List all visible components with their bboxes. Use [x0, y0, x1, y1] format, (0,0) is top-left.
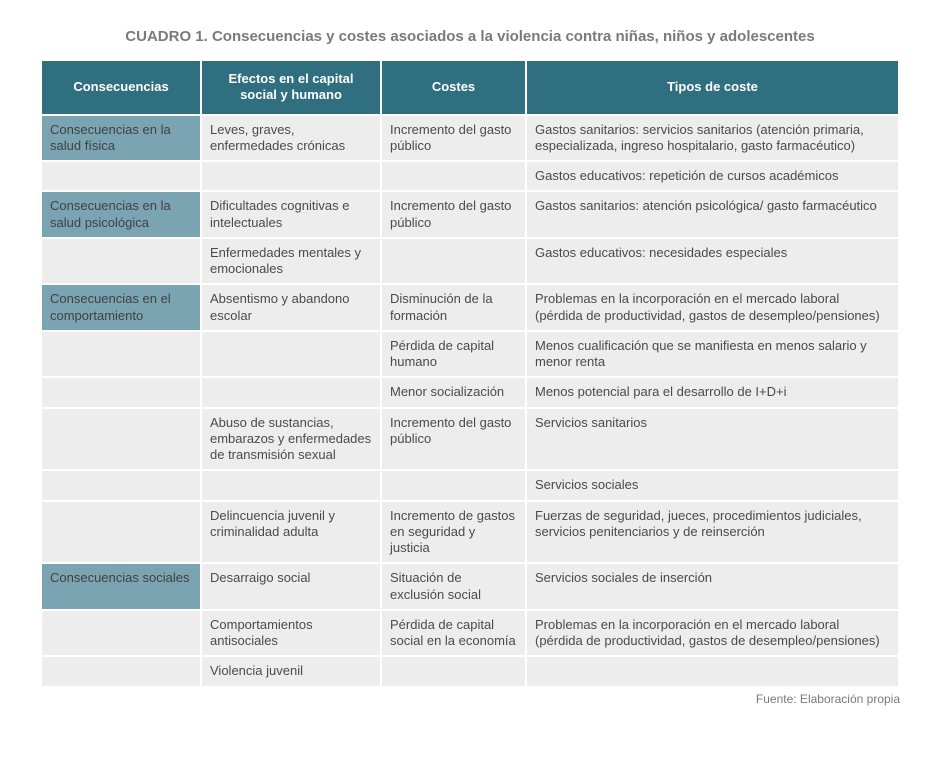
table-cell: Incremento del gasto público	[381, 115, 526, 162]
table-row: Enfermedades mentales y emocionales Gasto…	[41, 238, 899, 285]
table-cell: Violencia juvenil	[201, 656, 381, 686]
table-row: Abuso de sustancias, embarazos y enferme…	[41, 408, 899, 471]
table-cell: Situación de exclusión social	[381, 563, 526, 610]
table-row: Consecuencias en la salud psicológicaDif…	[41, 191, 899, 238]
row-category-cell	[41, 408, 201, 471]
table-row: Gastos educativos: repetición de cursos …	[41, 161, 899, 191]
row-category-cell	[41, 610, 201, 657]
table-document: CUADRO 1. Consecuencias y costes asociad…	[40, 28, 900, 706]
table-row: Consecuencias en el comportamientoAbsent…	[41, 284, 899, 331]
table-cell: Gastos sanitarios: atención psicológica/…	[526, 191, 899, 238]
table-cell: Menos cualificación que se manifiesta en…	[526, 331, 899, 378]
table-cell: Pérdida de capital humano	[381, 331, 526, 378]
table-row: Delincuencia juvenil y criminalidad adul…	[41, 501, 899, 564]
row-category-cell: Consecuencias en la salud psicológica	[41, 191, 201, 238]
row-category-cell	[41, 656, 201, 686]
table-cell: Menor socialización	[381, 377, 526, 407]
row-category-cell	[41, 470, 201, 500]
table-cell: Dificultades cognitivas e intelectuales	[201, 191, 381, 238]
table-cell: Servicios sociales	[526, 470, 899, 500]
table-row: Consecuencias en la salud físicaLeves, g…	[41, 115, 899, 162]
col-header-3: Costes	[381, 60, 526, 115]
table-cell	[381, 161, 526, 191]
row-category-cell	[41, 238, 201, 285]
table-cell: Menos potencial para el desarrollo de I+…	[526, 377, 899, 407]
table-cell: Disminución de la formación	[381, 284, 526, 331]
row-category-cell: Consecuencias en la salud física	[41, 115, 201, 162]
table-cell: Leves, graves, enfermedades crónicas	[201, 115, 381, 162]
table-cell	[201, 161, 381, 191]
table-cell: Fuerzas de seguridad, jueces, procedimie…	[526, 501, 899, 564]
col-header-1: Consecuencias	[41, 60, 201, 115]
table-cell	[381, 656, 526, 686]
table-row: Servicios sociales	[41, 470, 899, 500]
table-cell	[201, 377, 381, 407]
table-cell: Gastos sanitarios: servicios sanitarios …	[526, 115, 899, 162]
table-cell: Gastos educativos: repetición de cursos …	[526, 161, 899, 191]
table-row: Comportamientos antisocialesPérdida de c…	[41, 610, 899, 657]
table-row: Pérdida de capital humanoMenos cualifica…	[41, 331, 899, 378]
row-category-cell	[41, 501, 201, 564]
table-cell	[201, 470, 381, 500]
table-cell: Pérdida de capital social en la economía	[381, 610, 526, 657]
table-cell	[381, 238, 526, 285]
table-cell	[201, 331, 381, 378]
table-row: Violencia juvenil	[41, 656, 899, 686]
table-row: Consecuencias socialesDesarraigo socialS…	[41, 563, 899, 610]
table-cell: Servicios sociales de inserción	[526, 563, 899, 610]
table-cell: Incremento del gasto público	[381, 191, 526, 238]
table-cell: Delincuencia juvenil y criminalidad adul…	[201, 501, 381, 564]
table-cell: Incremento del gasto público	[381, 408, 526, 471]
consequences-table: Consecuencias Efectos en el capital soci…	[40, 59, 900, 688]
table-cell: Abuso de sustancias, embarazos y enferme…	[201, 408, 381, 471]
col-header-2: Efectos en el capital social y humano	[201, 60, 381, 115]
row-category-cell: Consecuencias en el comportamiento	[41, 284, 201, 331]
table-cell: Desarraigo social	[201, 563, 381, 610]
col-header-4: Tipos de coste	[526, 60, 899, 115]
table-cell: Absentismo y abandono escolar	[201, 284, 381, 331]
row-category-cell	[41, 377, 201, 407]
table-row: Menor socializaciónMenos potencial para …	[41, 377, 899, 407]
table-cell: Incremento de gastos en seguridad y just…	[381, 501, 526, 564]
table-cell	[381, 470, 526, 500]
table-cell: Servicios sanitarios	[526, 408, 899, 471]
table-cell: Problemas en la incorporación en el merc…	[526, 284, 899, 331]
table-cell	[526, 656, 899, 686]
table-cell: Comportamientos antisociales	[201, 610, 381, 657]
table-cell: Problemas en la incorporación en el merc…	[526, 610, 899, 657]
table-title: CUADRO 1. Consecuencias y costes asociad…	[40, 28, 900, 45]
table-cell: Gastos educativos: necesidades especiale…	[526, 238, 899, 285]
table-cell: Enfermedades mentales y emocionales	[201, 238, 381, 285]
table-body: Consecuencias en la salud físicaLeves, g…	[41, 115, 899, 687]
row-category-cell	[41, 161, 201, 191]
row-category-cell: Consecuencias sociales	[41, 563, 201, 610]
table-source: Fuente: Elaboración propia	[40, 692, 900, 706]
row-category-cell	[41, 331, 201, 378]
table-header: Consecuencias Efectos en el capital soci…	[41, 60, 899, 115]
